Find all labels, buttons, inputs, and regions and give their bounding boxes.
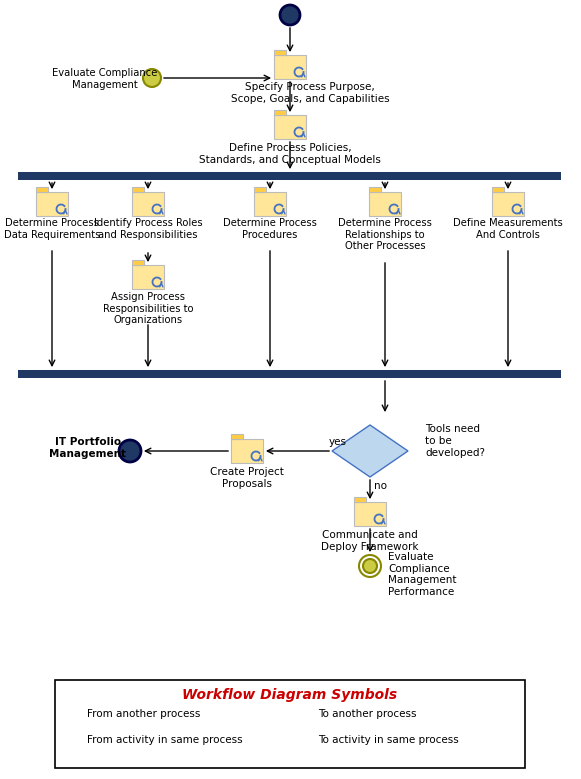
Bar	[254, 187, 266, 192]
Text: no: no	[374, 481, 387, 491]
Bar	[132, 265, 164, 289]
Text: Communicate and
Deploy Framework: Communicate and Deploy Framework	[321, 530, 419, 552]
Circle shape	[300, 737, 310, 747]
Circle shape	[300, 711, 310, 721]
Text: Workflow Diagram Symbols: Workflow Diagram Symbols	[182, 688, 397, 702]
Text: To activity in same process: To activity in same process	[318, 735, 459, 745]
Text: From another process: From another process	[87, 709, 200, 719]
Text: Specify Process Purpose,
Scope, Goals, and Capabilities: Specify Process Purpose, Scope, Goals, a…	[231, 82, 389, 104]
Bar	[492, 192, 524, 216]
Bar	[18, 172, 561, 180]
Text: IT Portfolio
Management: IT Portfolio Management	[49, 437, 127, 459]
Circle shape	[280, 5, 300, 25]
Bar	[18, 370, 561, 378]
Bar	[274, 55, 306, 79]
Text: yes: yes	[329, 437, 347, 447]
Bar	[36, 187, 48, 192]
Bar	[254, 192, 286, 216]
Bar	[369, 187, 381, 192]
Bar	[231, 439, 263, 463]
Bar	[231, 434, 243, 439]
Bar	[55, 680, 525, 768]
Bar	[274, 110, 286, 115]
Bar	[274, 115, 306, 139]
Bar	[354, 502, 386, 526]
Text: Define Process Policies,
Standards, and Conceptual Models: Define Process Policies, Standards, and …	[199, 143, 381, 164]
Text: Tools need
to be
developed?: Tools need to be developed?	[425, 425, 485, 457]
Circle shape	[363, 559, 377, 573]
Text: Evaluate
Compliance
Management
Performance: Evaluate Compliance Management Performan…	[388, 552, 457, 597]
Text: Determine Process
Relationships to
Other Processes: Determine Process Relationships to Other…	[338, 218, 432, 251]
Text: Determine Process
Data Requirements: Determine Process Data Requirements	[4, 218, 100, 240]
Bar	[36, 192, 68, 216]
Circle shape	[119, 440, 141, 462]
Circle shape	[143, 69, 161, 87]
Text: Assign Process
Responsibilities to
Organizations: Assign Process Responsibilities to Organ…	[103, 292, 193, 325]
Text: Evaluate Compliance
Management: Evaluate Compliance Management	[52, 68, 157, 90]
Bar	[132, 192, 164, 216]
Bar	[132, 187, 144, 192]
Circle shape	[68, 709, 82, 723]
Polygon shape	[332, 425, 408, 477]
Text: From activity in same process: From activity in same process	[87, 735, 243, 745]
Bar	[492, 187, 504, 192]
Bar	[369, 192, 401, 216]
Text: Create Project
Proposals: Create Project Proposals	[210, 467, 284, 488]
Text: To another process: To another process	[318, 709, 417, 719]
Circle shape	[68, 735, 82, 749]
Bar	[354, 497, 366, 502]
Text: Define Measurements
And Controls: Define Measurements And Controls	[453, 218, 563, 240]
Bar	[274, 50, 286, 55]
Bar	[132, 259, 144, 265]
Text: Identify Process Roles
and Responsibilities: Identify Process Roles and Responsibilit…	[94, 218, 202, 240]
Text: Determine Process
Procedures: Determine Process Procedures	[223, 218, 317, 240]
